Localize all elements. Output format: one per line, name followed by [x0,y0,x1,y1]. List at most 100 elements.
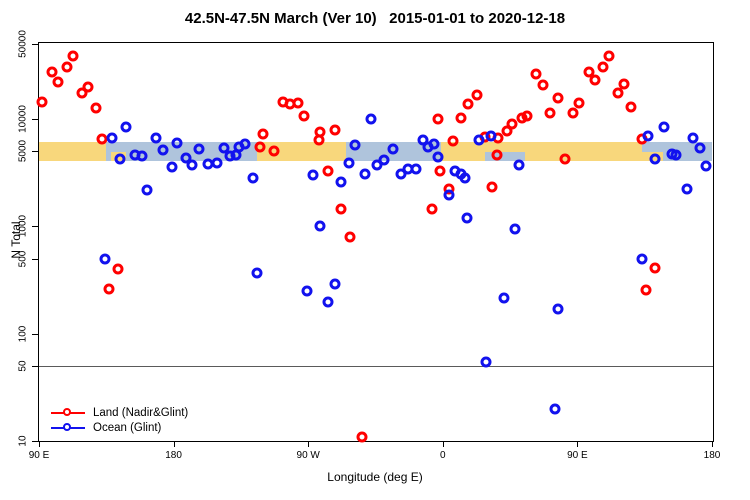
ocean-marker-icon [51,423,85,432]
land-point [486,181,498,193]
ocean-point [307,169,319,181]
ocean-point [141,184,153,196]
ocean-point [247,172,259,184]
ocean-point [251,267,263,279]
y-tick-label: 5000 [17,140,29,163]
ocean-point [432,151,444,163]
land-point [76,87,88,99]
y-tick [32,226,38,228]
land-point [618,78,630,90]
x-tick-label: 90 W [296,450,320,461]
ocean-point [171,137,183,149]
ocean-point [658,121,670,133]
ocean-point [378,154,390,166]
ocean-point [180,152,192,164]
y-tick [32,258,38,260]
legend-label-land: Land (Nadir&Glint) [93,406,189,419]
land-point [344,231,356,243]
plot-area: Land (Nadir&Glint) Ocean (Glint) 50000 10… [18,30,721,461]
land-point [491,149,503,161]
ocean-point [694,142,706,154]
land-point [36,96,48,108]
ocean-point [410,163,422,175]
land-point [46,66,58,78]
ocean-point [513,159,525,171]
y-tick-label: 500 [17,250,29,267]
land-point [356,431,368,443]
legend-label-ocean: Ocean (Glint) [93,421,162,434]
land-point [649,262,661,274]
land-point [298,110,310,122]
land-point [559,153,571,165]
y-tick [32,119,38,121]
ocean-point [218,142,230,154]
ocean-point [186,159,198,171]
ocean-point [552,303,564,315]
land-point [567,107,579,119]
land-point [552,92,564,104]
x-tick [442,442,444,447]
ocean-point [428,138,440,150]
land-point [292,97,304,109]
x-tick [308,442,310,447]
land-point [501,125,513,137]
land-point [257,128,269,140]
land-point [462,98,474,110]
ocean-point [301,285,313,297]
ocean-point [480,356,492,368]
map-band-land [39,142,107,162]
y-tick [32,333,38,335]
ocean-point [642,130,654,142]
y-tick-label: 1000 [17,215,29,238]
land-point [254,141,266,153]
ocean-point [509,223,521,235]
land-point [603,50,615,62]
y-tick-label: 50000 [17,30,29,58]
land-point [67,50,79,62]
map-band-patch-ocean [484,152,526,162]
ocean-point [485,130,497,142]
land-point [82,81,94,93]
legend: Land (Nadir&Glint) Ocean (Glint) [51,405,188,435]
legend-item-ocean: Ocean (Glint) [51,420,188,435]
ocean-point [473,134,485,146]
land-point [640,284,652,296]
y-tick [32,365,38,367]
land-point [434,165,446,177]
land-point [322,165,334,177]
x-tick-label: 180 [703,450,721,461]
land-point [426,203,438,215]
ocean-point [314,220,326,232]
ocean-point [99,253,111,265]
ocean-point [120,121,132,133]
land-point [314,126,326,138]
map-band-land [441,142,642,162]
y-tick-label: 100 [17,325,29,343]
land-point [96,133,108,145]
ocean-point [461,212,473,224]
ocean-point [322,296,334,308]
y-tick [32,151,38,153]
land-point [268,145,280,157]
land-point [61,61,73,73]
land-point [530,68,542,80]
land-point [537,79,549,91]
land-point [597,61,609,73]
land-point [90,102,102,114]
land-point [103,283,115,295]
ocean-point [193,143,205,155]
land-point [455,112,467,124]
land-point [625,101,637,113]
land-point [52,76,64,88]
y-tick [32,44,38,45]
land-point [612,87,624,99]
x-tick [577,442,579,447]
ocean-point [211,157,223,169]
ocean-point [239,138,251,150]
x-tick [39,442,40,447]
land-point [335,203,347,215]
ocean-point [359,168,371,180]
land-point [516,112,528,124]
y-tick-label: 50 [17,360,29,372]
x-axis-title: Longitude (deg E) [327,470,423,484]
